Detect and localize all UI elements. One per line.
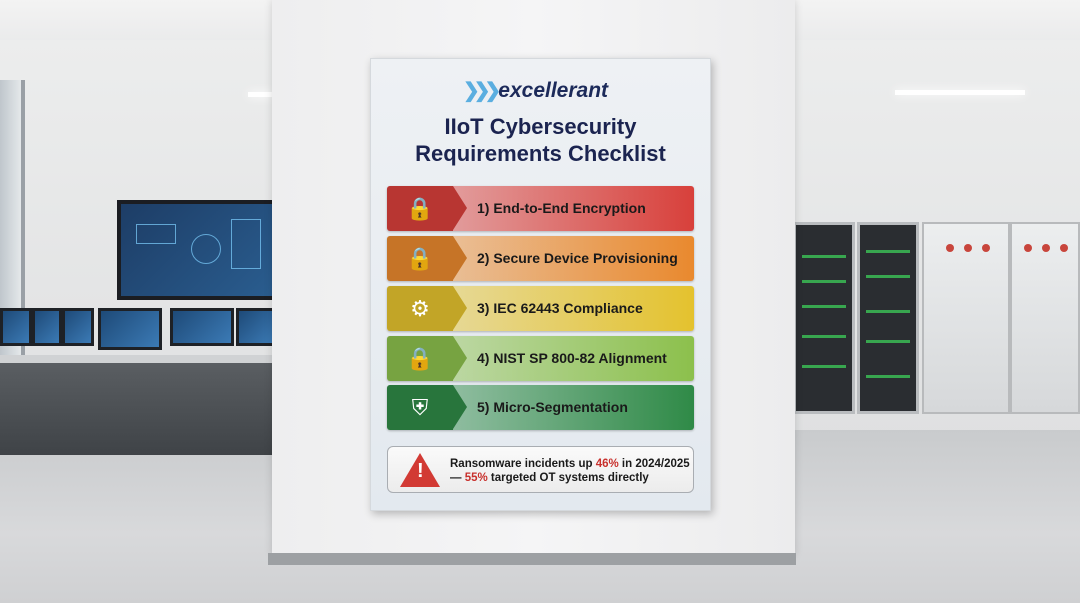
checklist-item: ⛨ 5) Micro-Segmentation [387, 385, 694, 430]
arrow-chevron [453, 236, 467, 280]
alert-text-part: in 2024/2025 [618, 458, 690, 470]
arrow-chevron [453, 336, 467, 380]
shield-lock-icon: 🔒 [387, 186, 453, 231]
checklist-item-label: 1) End-to-End Encryption [477, 200, 646, 216]
control-cabinet [922, 222, 1010, 414]
title-line-2: Requirements Checklist [415, 141, 666, 166]
control-cabinet [1010, 222, 1080, 414]
monitor [32, 308, 62, 346]
excellerant-logo: ❯❯❯ excellerant [463, 78, 608, 103]
server-rack [793, 222, 855, 414]
server-rack [857, 222, 919, 414]
desk-top [0, 355, 275, 363]
wall-monitor [117, 200, 277, 300]
arrow-chevron [453, 186, 467, 230]
shield-network-icon: ⛨ [387, 385, 453, 430]
logo-text: excellerant [498, 78, 609, 102]
checklist-item: 🔒 1) End-to-End Encryption [387, 186, 694, 231]
monitor [236, 308, 276, 346]
gear-shield-icon: ⚙ [387, 286, 453, 331]
arrow-chevron [453, 385, 467, 429]
checklist-item-label: 3) IEC 62443 Compliance [477, 300, 643, 316]
checklist-item-label: 4) NIST SP 800-82 Alignment [477, 350, 667, 366]
circuit-lock-icon: 🔒 [387, 336, 453, 381]
checklist-item: ⚙ 3) IEC 62443 Compliance [387, 286, 694, 331]
alert-stat-46: 46% [595, 458, 619, 470]
monitor [170, 308, 234, 346]
checklist-item-label: 2) Secure Device Provisioning [477, 250, 678, 266]
ceiling-light [248, 92, 273, 97]
chevron-logo-icon: ❯❯❯ [463, 80, 501, 102]
arrow-chevron [453, 286, 467, 330]
alert-text-part: Ransomware incidents up [450, 458, 596, 470]
baseboard [268, 553, 796, 565]
ceiling-light [895, 90, 1025, 95]
alert-text-part: targeted OT systems directly [487, 472, 649, 484]
checklist-item: 🔒 4) NIST SP 800-82 Alignment [387, 336, 694, 381]
checklist-poster: ❯❯❯ excellerant IIoT Cybersecurity Requi… [370, 58, 711, 511]
monitor [0, 308, 32, 346]
monitor [98, 308, 162, 350]
alert-text-part: — [450, 472, 465, 484]
monitor [62, 308, 94, 346]
poster-title: IIoT Cybersecurity Requirements Checklis… [371, 113, 710, 167]
alert-stat-55: 55% [464, 472, 488, 484]
desk [0, 360, 275, 455]
checklist-item: 🔒 2) Secure Device Provisioning [387, 236, 694, 281]
padlock-icon: 🔒 [387, 236, 453, 281]
title-line-1: IIoT Cybersecurity [444, 114, 637, 139]
alert-text: Ransomware incidents up 46% in 2024/2025… [450, 457, 690, 485]
checklist-item-label: 5) Micro-Segmentation [477, 399, 628, 415]
warning-triangle-icon: ! [400, 453, 440, 487]
ransomware-alert-box: ! Ransomware incidents up 46% in 2024/20… [387, 446, 694, 493]
